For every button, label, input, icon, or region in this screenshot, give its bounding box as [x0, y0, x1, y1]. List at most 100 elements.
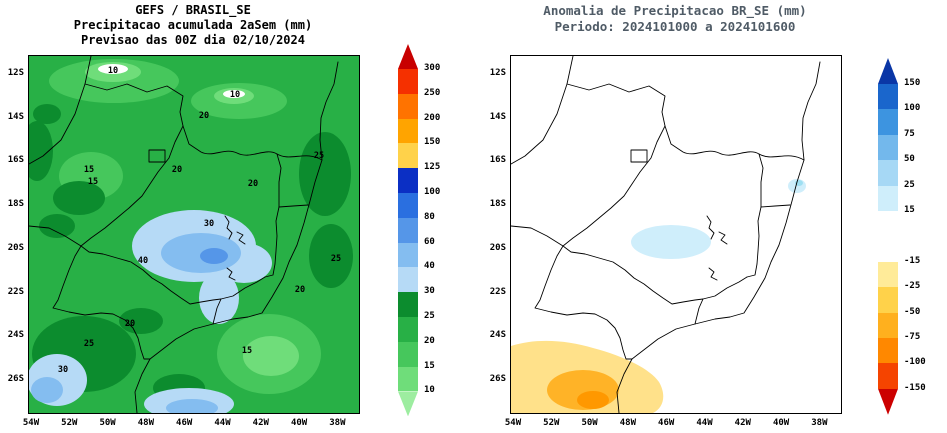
lat-tick-label: 26S: [7, 373, 24, 384]
lon-tick-label: 38W: [329, 418, 346, 428]
anomaly-map: [510, 55, 842, 414]
colorbar-segment: [878, 312, 898, 338]
colorbar-label: 30: [424, 286, 435, 297]
colorbar-segment: [878, 261, 898, 288]
colorbar-label: 125: [424, 162, 441, 173]
lon-tick-label: 48W: [619, 418, 637, 428]
anomaly-panel: Anomalia de Precipitacao BR_SE (mm) Peri…: [482, 0, 947, 433]
contour-label: 40: [138, 256, 148, 266]
contour-label: 30: [204, 219, 214, 229]
precip-map: 10 10 20 15 15 20 20 25 30 40 25 20 20 25 30 15: [28, 55, 360, 414]
colorbar-label: 300: [424, 63, 441, 73]
precip-regions-60mm: [200, 248, 228, 264]
precip-title-line-1: GEFS / BRASIL_SE: [135, 3, 251, 17]
lat-tick-label: 14S: [7, 111, 24, 122]
precip-fill-regions: [29, 56, 359, 413]
precip-regions-40mm: [31, 233, 241, 413]
anomaly-negative-75mm: [577, 391, 609, 409]
lon-tick-label: 50W: [581, 418, 598, 428]
lat-tick-label: 22S: [489, 286, 506, 297]
colorbar-label: 50: [904, 154, 915, 165]
contour-label: 15: [242, 346, 252, 356]
colorbar-segment: [398, 118, 418, 144]
lat-tick-label: 16S: [489, 155, 506, 166]
lat-tick-label: 12S: [489, 68, 506, 78]
colorbar-segment: [398, 44, 418, 69]
colorbar-label: 250: [424, 87, 441, 98]
precip-regions-sub10mm: [98, 64, 245, 98]
lat-tick-label: 14S: [489, 111, 506, 122]
anomaly-map-svg: [511, 56, 841, 413]
colorbar-label: 20: [424, 335, 435, 346]
lat-tick-label: 24S: [489, 330, 506, 341]
colorbar-segment: [398, 69, 418, 94]
colorbar-segment: [398, 292, 418, 317]
colorbar-label: 80: [424, 211, 435, 222]
lon-tick-label: 50W: [99, 418, 116, 428]
lon-tick-label: 44W: [214, 418, 231, 428]
colorbar-label: 75: [904, 128, 915, 139]
colorbar-segment: [878, 84, 898, 110]
colorbar-segment: [878, 134, 898, 161]
colorbar-segment: [398, 366, 418, 392]
colorbar-segment: [878, 160, 898, 186]
colorbar-segment: [878, 58, 898, 84]
colorbar-label: 40: [424, 261, 435, 272]
colorbar-segment: [398, 267, 418, 293]
colorbar-label: 200: [424, 112, 441, 123]
lon-tick-label: 46W: [176, 418, 193, 428]
colorbar-segment: [398, 242, 418, 268]
colorbar-label: 100: [904, 103, 921, 114]
colorbar-label: -50: [904, 306, 921, 317]
precip-title-line-3: Previsao das 00Z dia 02/10/2024: [81, 33, 305, 47]
precip-title-block: GEFS / BRASIL_SE Precipitacao acumulada …: [28, 3, 358, 48]
lon-tick-label: 52W: [543, 418, 560, 428]
lat-tick-label: 26S: [489, 373, 506, 384]
contour-label: 30: [58, 365, 68, 375]
precip-regions-25mm: [29, 104, 353, 402]
lat-tick-label: 22S: [7, 286, 24, 297]
lon-tick-label: 42W: [252, 418, 269, 428]
lon-tick-label: 48W: [137, 418, 155, 428]
precip-colorbar: 300 250 200 150 125 100 80 60 40 30 25 20 15 10: [398, 44, 440, 417]
lat-tick-label: 20S: [489, 242, 506, 253]
colorbar-label: -150: [904, 382, 926, 393]
colorbar-segment: [398, 341, 418, 367]
colorbar-label: -100: [904, 357, 926, 368]
colorbar-label: -75: [904, 332, 921, 342]
precip-forecast-panel: GEFS / BRASIL_SE Precipitacao acumulada …: [0, 0, 470, 433]
colorbar-segment: [398, 93, 418, 119]
contour-label: 10: [230, 90, 240, 100]
contour-label: 20: [199, 111, 209, 121]
colorbar-segment: [398, 317, 418, 342]
colorbar-segment: [878, 363, 898, 389]
colorbar-segment: [398, 193, 418, 218]
precip-title-line-2: Precipitacao acumulada 2aSem (mm): [73, 18, 313, 32]
lat-tick-label: 18S: [489, 199, 506, 210]
contour-labels: 10 10 20 15 15 20 20 25 30 40 25 20 20 25 30 15: [58, 66, 341, 375]
lat-tick-label: 18S: [7, 199, 24, 210]
colorbar-label: 150: [904, 78, 921, 88]
colorbar-label: 25: [904, 179, 915, 190]
lon-tick-label: 38W: [811, 418, 828, 428]
lon-tick-label: 42W: [734, 418, 751, 428]
colorbar-segment: [398, 391, 418, 417]
colorbar-segment: [878, 338, 898, 364]
colorbar-label: 25: [424, 311, 435, 321]
lon-tick-label: 54W: [22, 418, 40, 428]
lon-tick-label: 52W: [61, 418, 78, 428]
colorbar-segment: [878, 185, 898, 211]
colorbar-label: 150: [424, 137, 441, 148]
contour-label: 10: [108, 66, 118, 76]
anomaly-colorbar: 150 100 75 50 25 15 -15 -25 -50 -75 -100 -150: [878, 58, 926, 415]
contour-label: 20: [172, 165, 182, 175]
contour-label: 25: [84, 339, 94, 349]
colorbar-segment: [398, 143, 418, 169]
colorbar-segment: [398, 217, 418, 243]
colorbar-segment: [878, 109, 898, 135]
lat-tick-label: 20S: [7, 242, 24, 253]
colorbar-segment: [878, 211, 898, 262]
lat-tick-label: 16S: [7, 155, 24, 166]
anomaly-title-block: Anomalia de Precipitacao BR_SE (mm) Peri…: [510, 3, 840, 35]
